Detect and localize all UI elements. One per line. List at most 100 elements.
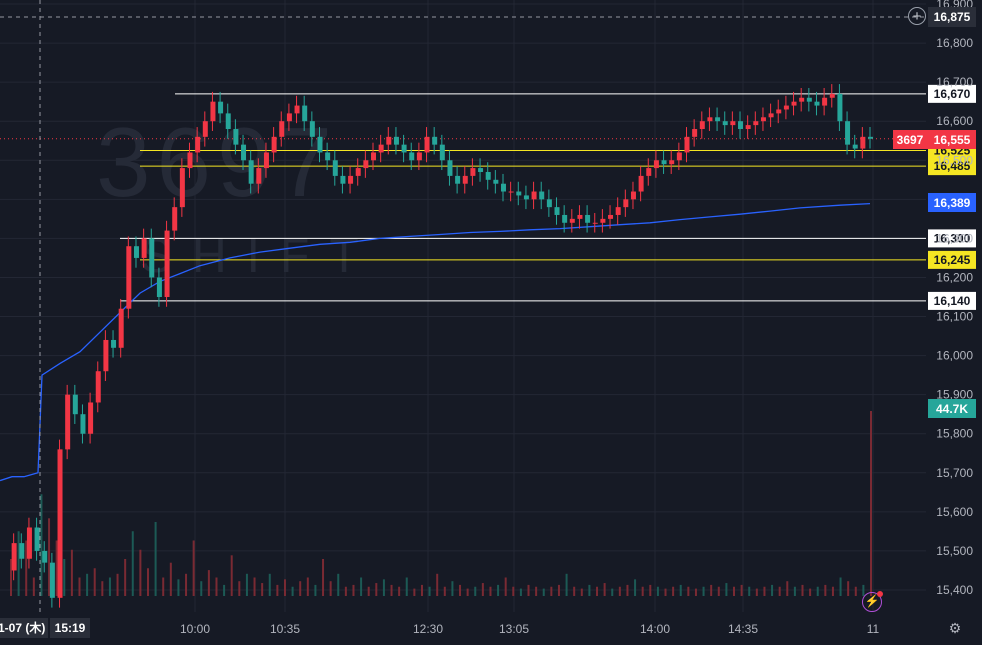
volume-bar [656, 586, 659, 596]
volume-bar [283, 579, 286, 596]
x-tick-label: 10:00 [180, 622, 210, 636]
y-tick-label: 16,200 [936, 270, 973, 284]
volume-bar [793, 586, 796, 596]
candle-body [715, 117, 721, 122]
candle-body [799, 97, 805, 102]
volume-badge [928, 399, 976, 418]
volume-bar [443, 586, 446, 596]
candle-body [256, 168, 262, 184]
x-tick-label: 13:05 [499, 622, 529, 636]
y-tick-label: 16,000 [936, 349, 973, 363]
volume-label: 44.7K [936, 402, 968, 416]
candle-body [241, 144, 247, 161]
candle-body [49, 562, 55, 598]
volume-bar [223, 584, 226, 596]
candle-body [80, 414, 86, 434]
volume-bar [573, 586, 576, 596]
volume-bar [603, 583, 606, 596]
y-tick-label: 16,800 [936, 36, 973, 50]
volume-bar [771, 584, 774, 596]
volume-bar [550, 586, 553, 596]
volume-bar [215, 577, 218, 596]
candle-body [309, 121, 315, 137]
price-badges: 16,875 3697 16,555 16,389 44.7K 1-07 (木)… [0, 7, 976, 638]
candle-body [822, 97, 828, 106]
volume-bar [831, 586, 834, 596]
volume-bar [63, 559, 66, 596]
volume-bar [78, 577, 81, 596]
candle-body [26, 527, 32, 559]
volume-bar [702, 586, 705, 596]
y-tick-label: 16,900 [936, 0, 973, 11]
candle-body [806, 97, 812, 102]
crosshair-date-label: 1-07 (木) [0, 620, 45, 635]
y-tick-label: 16,600 [936, 114, 973, 128]
volume-bar [93, 568, 96, 596]
candle-body [11, 543, 17, 571]
candle-body [500, 183, 506, 192]
candle-body [646, 168, 652, 176]
volume-bar [101, 581, 104, 596]
volume-bar [535, 586, 538, 596]
volume-bar [276, 584, 279, 596]
volume-bar [154, 522, 157, 596]
volume-bar [86, 573, 89, 596]
candle-body [19, 543, 25, 559]
level-label: 16,245 [934, 253, 971, 267]
crosshair-price-label: 16,875 [934, 10, 971, 24]
volume-bar [474, 586, 477, 596]
volume-bar [649, 584, 652, 596]
candle-body [271, 136, 277, 153]
volume-bar [192, 540, 195, 596]
candle-body [348, 175, 354, 184]
candle-body [783, 105, 789, 110]
candle-body [371, 152, 377, 161]
candle-body [470, 168, 476, 176]
date-badge [0, 618, 48, 638]
volume-bar [611, 588, 614, 596]
volume-bar [48, 518, 51, 596]
level-label: 16,140 [934, 294, 971, 308]
candle-body [332, 160, 338, 176]
last-symbol-label: 3697 [897, 133, 924, 147]
candle-body [600, 218, 606, 223]
volume-bar [344, 586, 347, 596]
candle-body [608, 214, 614, 219]
x-tick-label: 11 [867, 622, 880, 636]
volume-bar [329, 581, 332, 596]
candle-body [141, 238, 147, 258]
gear-icon[interactable]: ⚙ [948, 620, 962, 636]
candle-body [95, 371, 101, 403]
volume-bar [725, 583, 728, 596]
vwap-line [0, 202, 871, 482]
candle-body [653, 160, 659, 169]
volume-bar [839, 577, 842, 596]
candle-body [42, 550, 48, 563]
candle-body [156, 277, 162, 297]
candle-body [623, 199, 629, 208]
x-tick-label: 12:30 [413, 622, 443, 636]
volume-bar [694, 588, 697, 596]
candle-body [57, 449, 63, 598]
y-tick-label: 15,500 [936, 544, 973, 558]
add-plus-icon[interactable]: + [908, 7, 926, 25]
candle-body [424, 136, 430, 153]
volume-bar [801, 584, 804, 596]
candle-body [164, 230, 170, 297]
volume-bar [527, 584, 530, 596]
candle-body [325, 152, 331, 161]
candle-body [218, 101, 224, 114]
y-tick-label: 16,100 [936, 310, 973, 324]
volume-bar [428, 586, 431, 596]
volume-bar [162, 577, 165, 596]
volume-bar [70, 549, 73, 596]
candle-body [34, 527, 40, 551]
candle-body [447, 160, 453, 176]
level-label: 16,300 [934, 231, 971, 245]
candle-body [493, 179, 499, 184]
level-badge [928, 291, 976, 310]
lightning-icon[interactable]: ⚡ [862, 591, 883, 612]
volume-bar [755, 588, 758, 596]
